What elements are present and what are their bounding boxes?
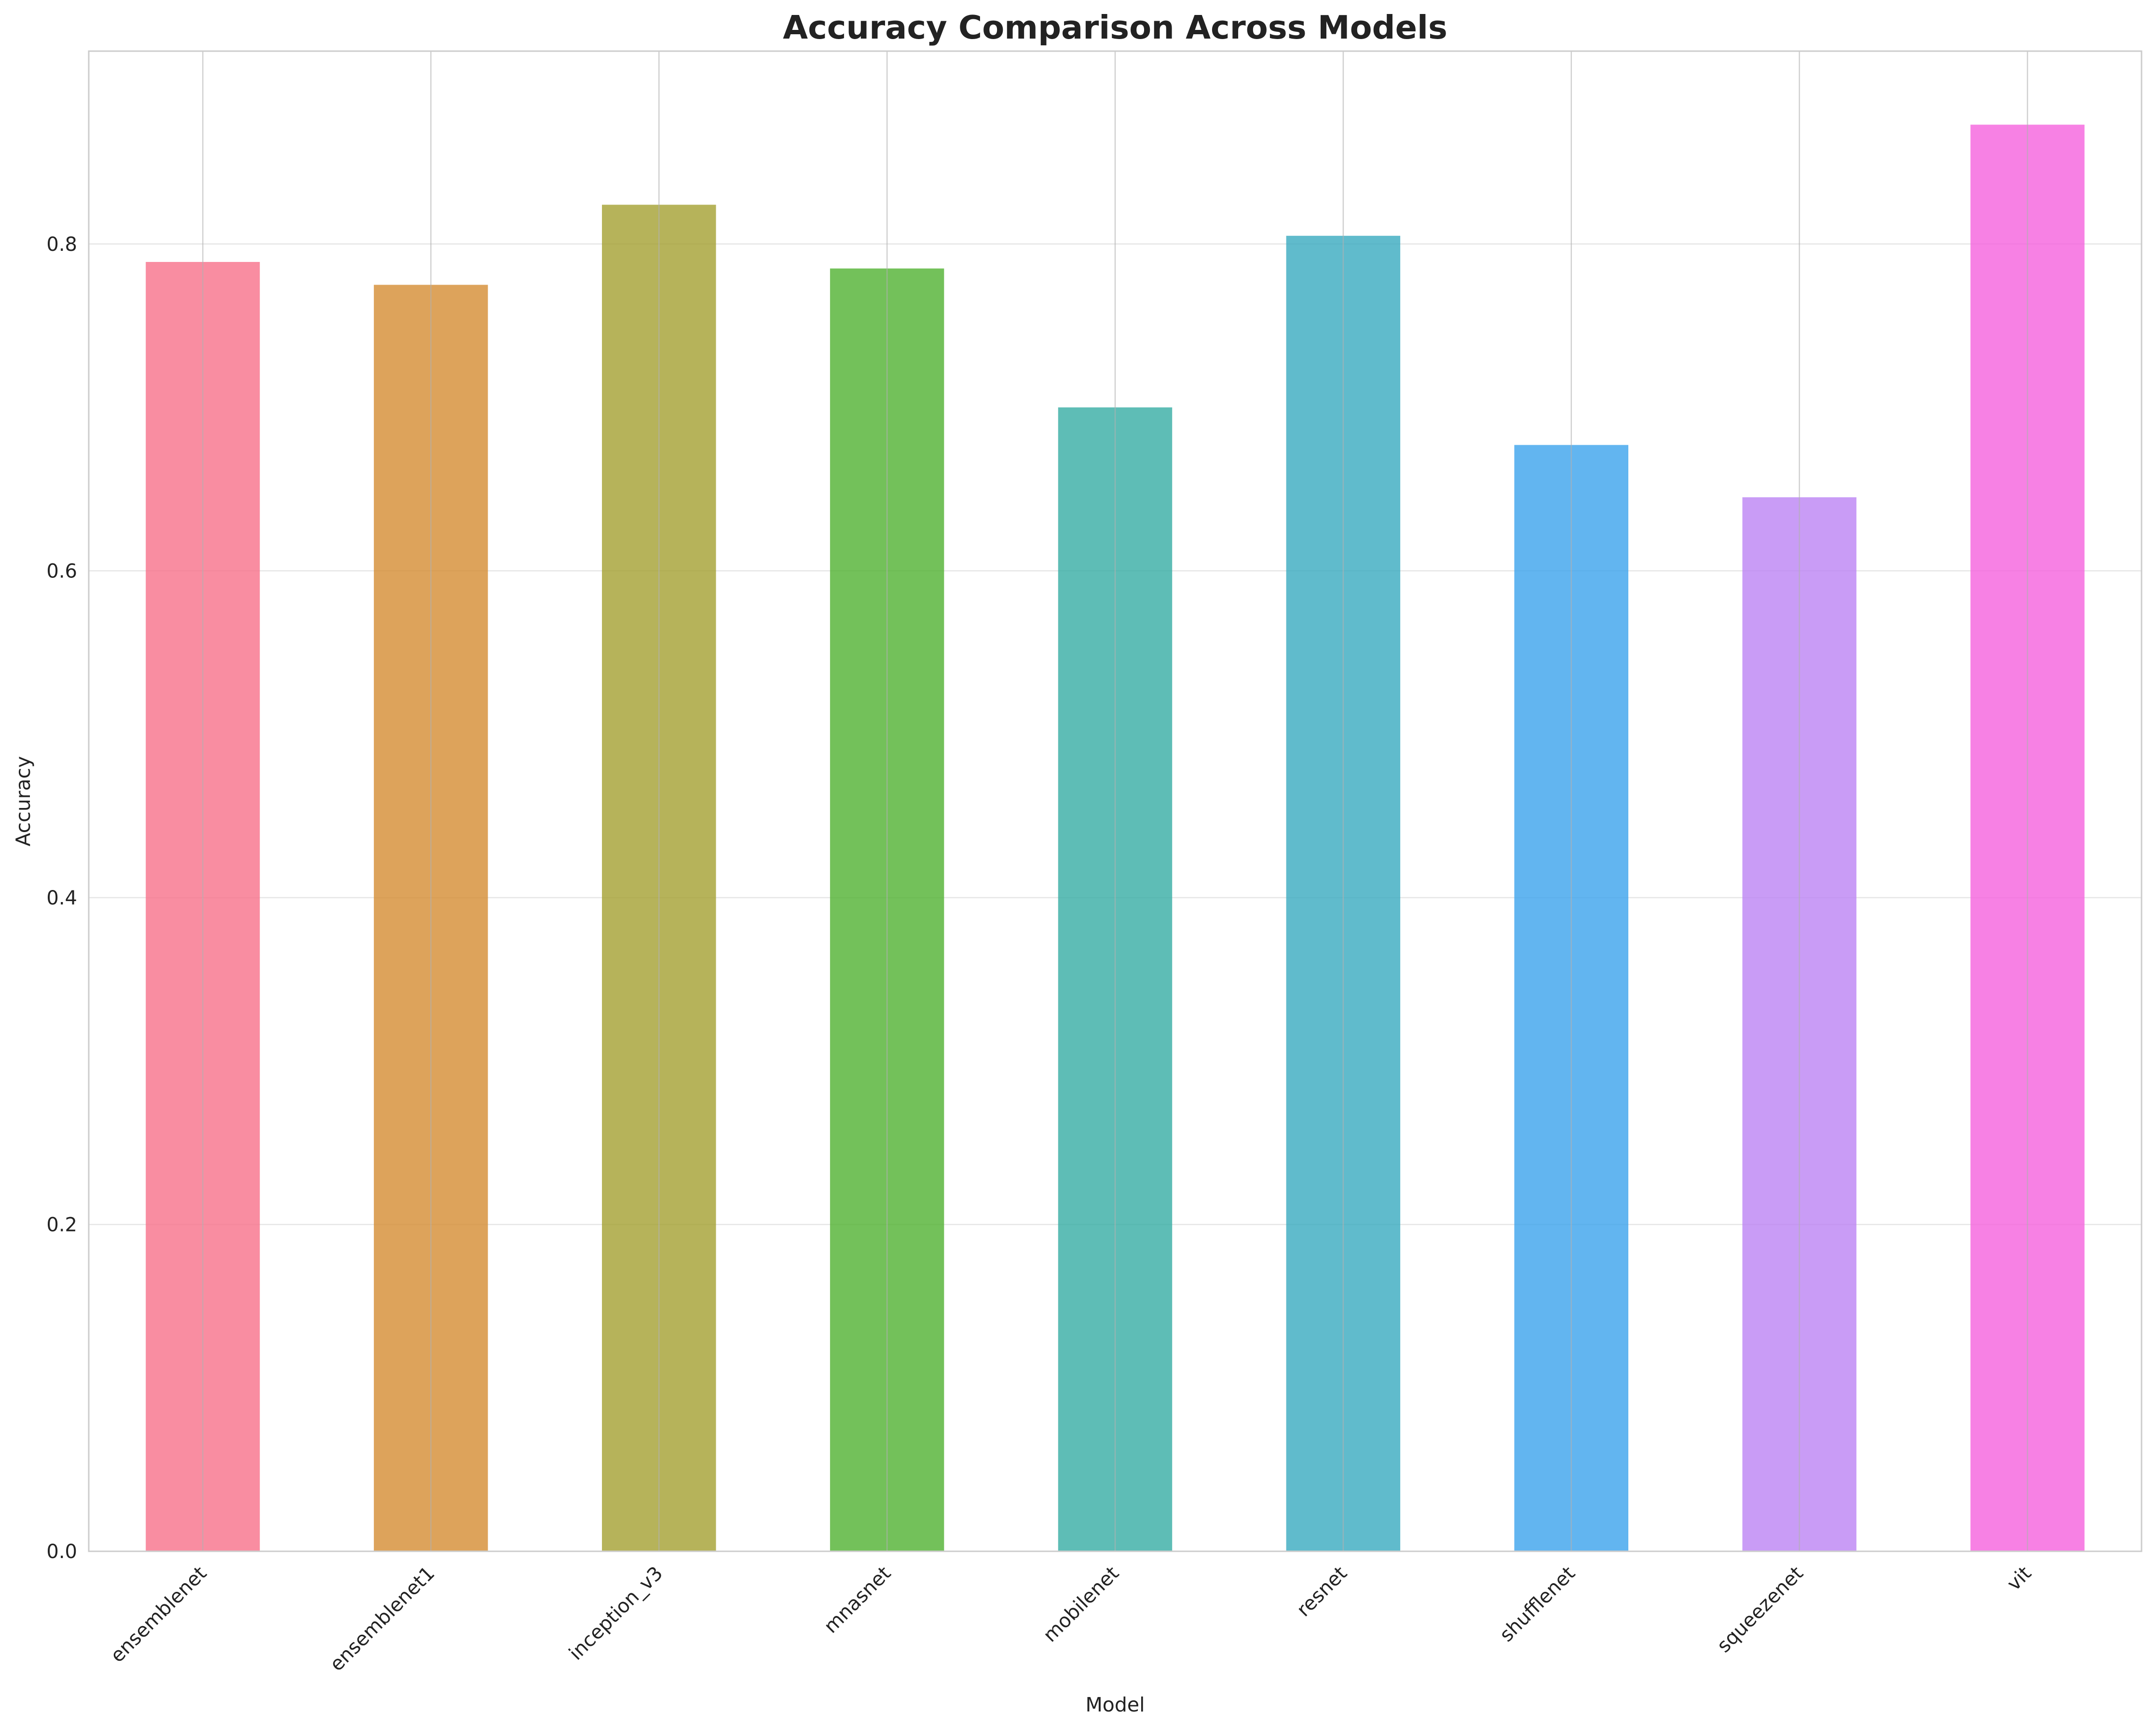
- y-axis-label: Accuracy: [12, 756, 35, 846]
- y-tick-label: 0.2: [46, 1214, 77, 1236]
- y-tick-label: 0.0: [46, 1541, 77, 1563]
- y-tick-label: 0.4: [46, 887, 77, 909]
- axes-frame: [88, 50, 2142, 1552]
- x-axis-label: Model: [1085, 1693, 1145, 1716]
- chart-title: Accuracy Comparison Across Models: [783, 9, 1447, 46]
- y-tick-label: 0.8: [46, 233, 77, 256]
- y-tick-label: 0.6: [46, 560, 77, 582]
